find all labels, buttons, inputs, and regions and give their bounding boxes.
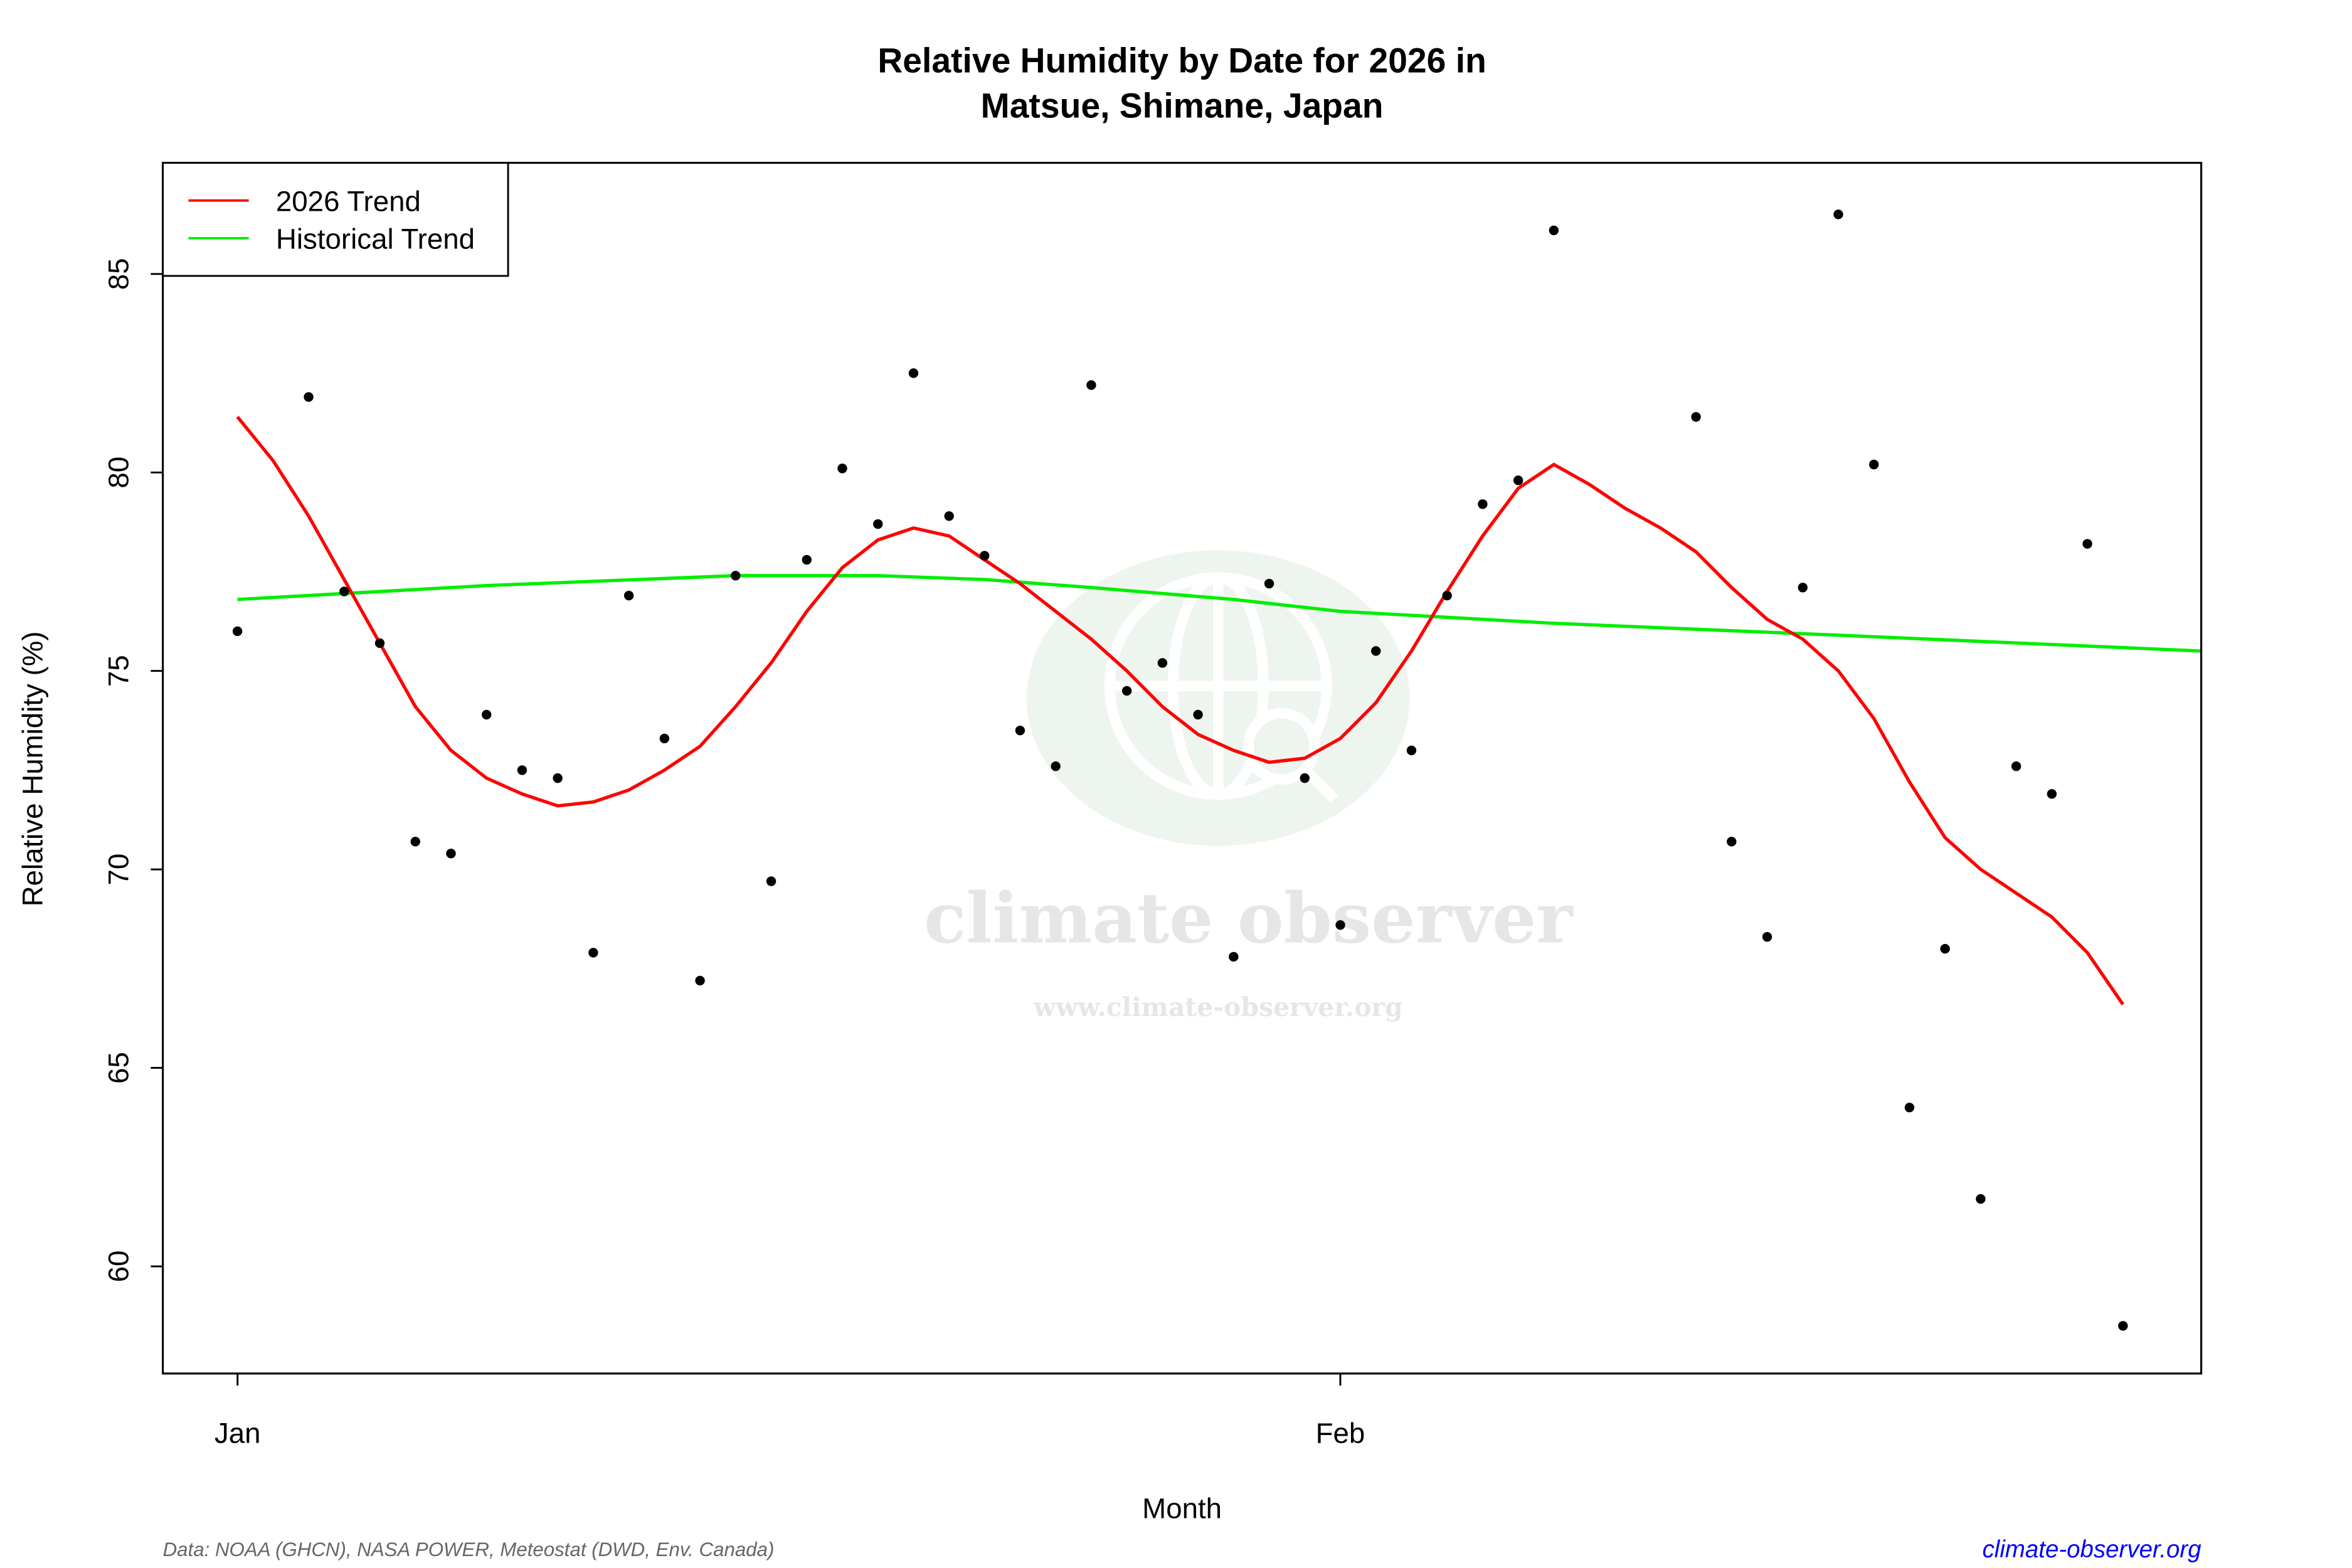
data-point	[1121, 686, 1132, 696]
data-point	[802, 554, 812, 565]
data-point	[1762, 932, 1772, 942]
chart-title-line1: Relative Humidity by Date for 2026 in	[877, 41, 1486, 80]
data-point	[446, 849, 456, 859]
data-point	[410, 837, 420, 847]
y-tick-label: 60	[102, 1251, 134, 1283]
legend: 2026 Trend Historical Trend	[162, 162, 509, 277]
y-tick-label: 85	[102, 258, 134, 290]
data-point	[1940, 944, 1950, 954]
data-point	[1798, 583, 1808, 593]
legend-label-2026-trend: 2026 Trend	[276, 186, 421, 218]
data-point	[1406, 745, 1417, 756]
data-point	[1193, 709, 1203, 720]
y-tick-label: 75	[102, 655, 134, 687]
data-point	[695, 975, 705, 986]
legend-box	[162, 162, 509, 277]
chart-title-line2: Matsue, Shimane, Japan	[981, 87, 1384, 125]
data-point	[1371, 646, 1381, 656]
x-axis-label: Month	[1142, 1493, 1222, 1525]
legend-label-historical-trend: Historical Trend	[276, 223, 475, 255]
data-point	[1691, 411, 1701, 422]
data-point	[944, 511, 954, 521]
data-point	[623, 590, 634, 601]
data-point	[1869, 459, 1879, 470]
data-point	[2082, 539, 2092, 549]
data-point	[482, 709, 492, 720]
y-tick-label: 65	[102, 1052, 134, 1084]
data-point	[1833, 209, 1843, 220]
data-point	[1442, 590, 1452, 601]
data-point	[588, 948, 598, 958]
series-line-2026-trend	[236, 415, 2125, 1005]
watermark-name: climate observer	[924, 877, 1574, 959]
data-point	[2118, 1321, 2128, 1331]
data-source-note: Data: NOAA (GHCN), NASA POWER, Meteostat…	[163, 1539, 775, 1560]
site-link[interactable]: climate-observer.org	[1983, 1536, 2202, 1563]
series-line-historical-trend	[237, 574, 2201, 653]
data-point	[374, 638, 385, 649]
data-point	[1264, 578, 1274, 589]
data-point	[1549, 225, 1559, 235]
data-point	[1086, 380, 1096, 390]
data-point	[1478, 499, 1488, 509]
data-point	[1015, 725, 1025, 736]
data-point	[2011, 761, 2021, 771]
globe-icon	[1104, 572, 1338, 803]
data-point	[553, 773, 563, 783]
data-point	[980, 551, 990, 561]
data-point	[1229, 951, 1239, 962]
y-axis-label: Relative Humidity (%)	[16, 632, 48, 907]
data-point	[1335, 920, 1345, 930]
data-point	[1157, 658, 1168, 668]
watermark-url: www.climate-observer.org	[1033, 992, 1403, 1022]
data-point	[304, 392, 314, 402]
data-point	[517, 765, 527, 775]
data-point	[766, 876, 776, 886]
data-point	[873, 519, 883, 529]
data-point	[659, 733, 670, 744]
data-point	[837, 464, 847, 474]
data-point	[1727, 837, 1737, 847]
data-point	[1904, 1103, 1915, 1113]
watermark-logo: climate observer www.climate-observer.or…	[924, 550, 1574, 1022]
x-tick-label: Feb	[1316, 1417, 1365, 1449]
data-point	[1513, 475, 1523, 485]
y-tick-label: 70	[102, 854, 134, 886]
y-tick-label: 80	[102, 457, 134, 489]
x-tick-label: Jan	[215, 1417, 261, 1449]
data-point	[1300, 773, 1310, 783]
data-point	[232, 626, 243, 637]
data-point	[731, 571, 741, 581]
data-point	[1051, 761, 1061, 771]
data-point	[339, 586, 349, 596]
data-point	[908, 368, 919, 378]
data-point	[1976, 1194, 1986, 1204]
plot-frame	[162, 162, 2203, 1375]
data-point	[2047, 789, 2057, 799]
